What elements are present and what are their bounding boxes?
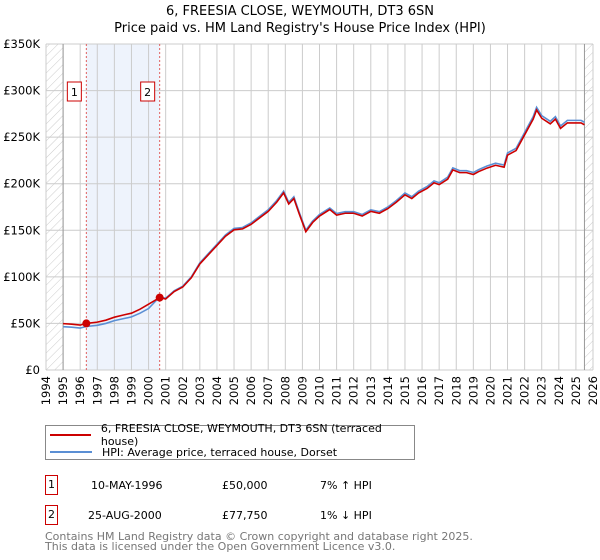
sale-point	[155, 293, 164, 302]
x-tick-label: 2014	[381, 376, 395, 405]
sale-date: 25-AUG-2000	[88, 509, 162, 522]
x-tick-label: 2012	[347, 376, 361, 405]
sale-number-badge: 2	[45, 505, 58, 525]
legend-swatch-blue	[50, 451, 92, 453]
x-tick-label: 2009	[295, 376, 309, 405]
x-tick-label: 2011	[330, 376, 344, 405]
sale-date: 10-MAY-1996	[91, 479, 163, 492]
x-tick-label: 2025	[569, 376, 583, 405]
footer-copyright: Contains HM Land Registry data © Crown c…	[45, 530, 473, 543]
x-tick-label: 2022	[518, 376, 532, 405]
x-tick-label: 2015	[398, 376, 412, 405]
x-tick-label: 2016	[415, 376, 429, 405]
x-tick-label: 2004	[210, 376, 224, 405]
x-tick-label: 2020	[483, 376, 497, 405]
x-tick-label: 1999	[124, 376, 138, 405]
x-tick-label: 2018	[449, 376, 463, 405]
chart-subtitle: Price paid vs. HM Land Registry's House …	[114, 21, 486, 36]
x-tick-label: 2006	[244, 376, 258, 405]
legend-swatch-red	[50, 434, 91, 436]
chart-legend: 6, FREESIA CLOSE, WEYMOUTH, DT3 6SN (ter…	[45, 422, 415, 460]
legend-label: HPI: Average price, terraced house, Dors…	[102, 445, 338, 459]
x-tick-label: 2021	[501, 376, 515, 405]
sale-point	[82, 319, 91, 328]
x-tick-label: 1997	[90, 376, 104, 405]
x-tick-label: 2003	[193, 376, 207, 405]
x-tick-label: 2013	[364, 376, 378, 405]
y-tick-label: £250K	[3, 130, 40, 144]
y-tick-label: £100K	[3, 270, 40, 284]
sale-label-box	[140, 81, 156, 102]
legend-label: 6, FREESIA CLOSE, WEYMOUTH, DT3 6SN (ter…	[100, 422, 382, 448]
y-tick-label: £200K	[3, 177, 40, 191]
sale-price: £50,000	[222, 479, 268, 492]
x-tick-label: 2017	[432, 376, 446, 405]
x-tick-label: 2026	[586, 376, 600, 405]
x-tick-label: 1995	[56, 376, 70, 405]
sale-label: 1	[71, 86, 78, 99]
x-tick-label: 1994	[39, 376, 53, 405]
x-tick-label: 2008	[278, 376, 292, 405]
sale-label-box	[66, 81, 82, 102]
x-tick-label: 2002	[176, 376, 190, 405]
x-tick-label: 2007	[261, 376, 275, 405]
sale-row: 1 10-MAY-1996 £50,000 7% ↑ HPI	[45, 475, 445, 497]
sale-price: £77,750	[222, 509, 268, 522]
chart-title: 6, FREESIA CLOSE, WEYMOUTH, DT3 6SN	[166, 4, 434, 19]
no-data-hatch-right	[584, 44, 593, 370]
y-tick-label: £0	[25, 363, 40, 377]
y-tick-label: £150K	[3, 223, 40, 237]
sale-label: 2	[144, 86, 151, 99]
y-tick-label: £50K	[11, 316, 41, 330]
x-tick-label: 2019	[466, 376, 480, 405]
y-tick-label: £350K	[3, 37, 40, 51]
sale-hpi-diff: 7% ↑ HPI	[320, 479, 372, 492]
sale-hpi-diff: 1% ↓ HPI	[320, 509, 372, 522]
x-tick-label: 1996	[73, 376, 87, 405]
x-tick-label: 1998	[107, 376, 121, 405]
x-tick-label: 2023	[535, 376, 549, 405]
sale-number-badge: 1	[45, 475, 58, 495]
legend-item-property: 6, FREESIA CLOSE, WEYMOUTH, DT3 6SN (ter…	[50, 422, 414, 448]
x-tick-label: 2001	[159, 376, 173, 405]
y-tick-label: £300K	[3, 84, 40, 98]
x-tick-label: 2000	[142, 376, 156, 405]
x-tick-label: 2024	[552, 376, 566, 405]
sale-row: 2 25-AUG-2000 £77,750 1% ↓ HPI	[45, 505, 445, 527]
x-tick-label: 2010	[313, 376, 327, 405]
no-data-hatch-left	[46, 44, 64, 370]
x-tick-label: 2005	[227, 376, 241, 405]
footer-licence: This data is licensed under the Open Gov…	[45, 540, 396, 553]
legend-item-hpi: HPI: Average price, terraced house, Dors…	[50, 444, 337, 460]
